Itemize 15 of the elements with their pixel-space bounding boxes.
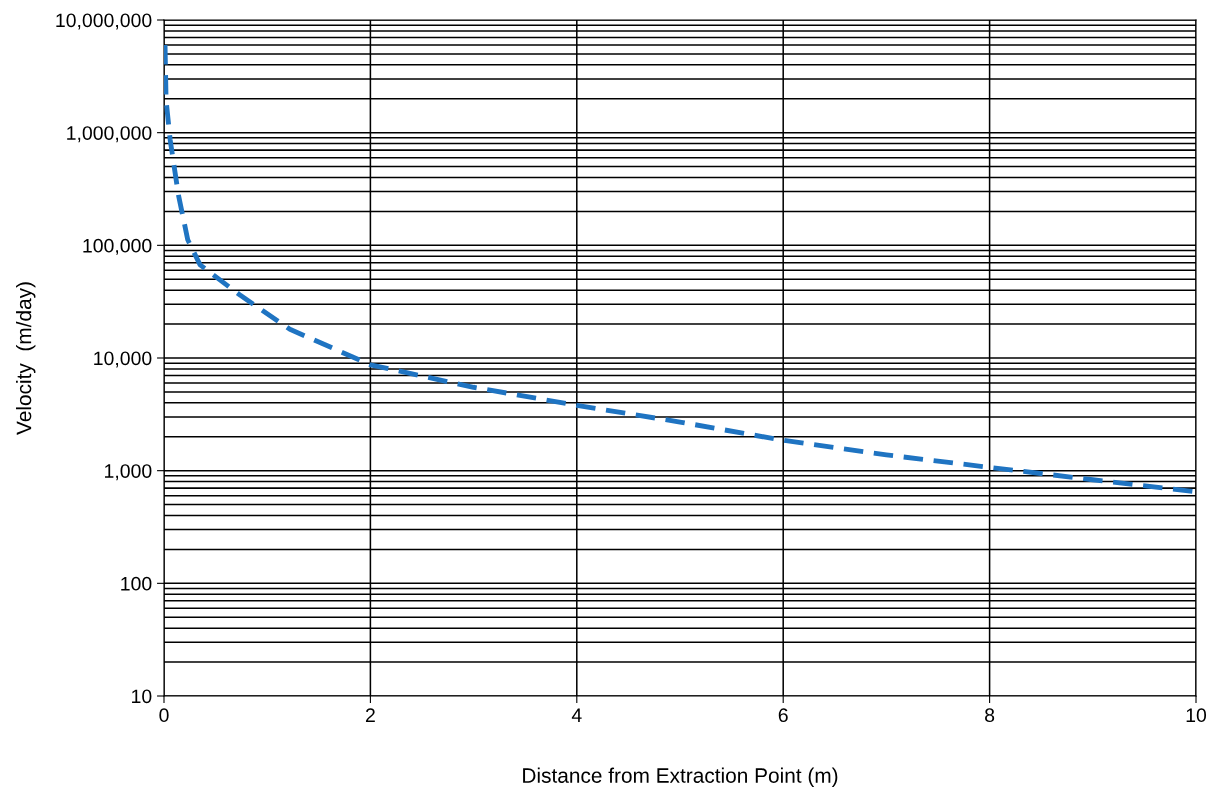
y-tick-label: 100 [121,576,152,591]
x-tick-label: 2 [365,708,375,722]
y-axis-title: Velocity (m/day) [16,282,36,435]
x-axis-title: Distance from Extraction Point (m) [523,767,838,788]
y-tick-label: 100,000 [83,238,152,255]
x-tick-label: 4 [571,708,582,722]
y-tick-label: 10 [132,689,152,704]
x-tick-label: 10 [1186,708,1207,723]
y-tick-label: 10,000 [94,351,152,368]
y-tick-label: 1,000,000 [67,126,152,143]
y-tick-label: 1,000 [105,464,152,481]
y-tick-label: 10,000,000 [56,13,152,30]
x-tick-label: 8 [985,708,995,723]
x-tick-label: 6 [778,708,788,723]
x-tick-label: 0 [159,708,169,723]
